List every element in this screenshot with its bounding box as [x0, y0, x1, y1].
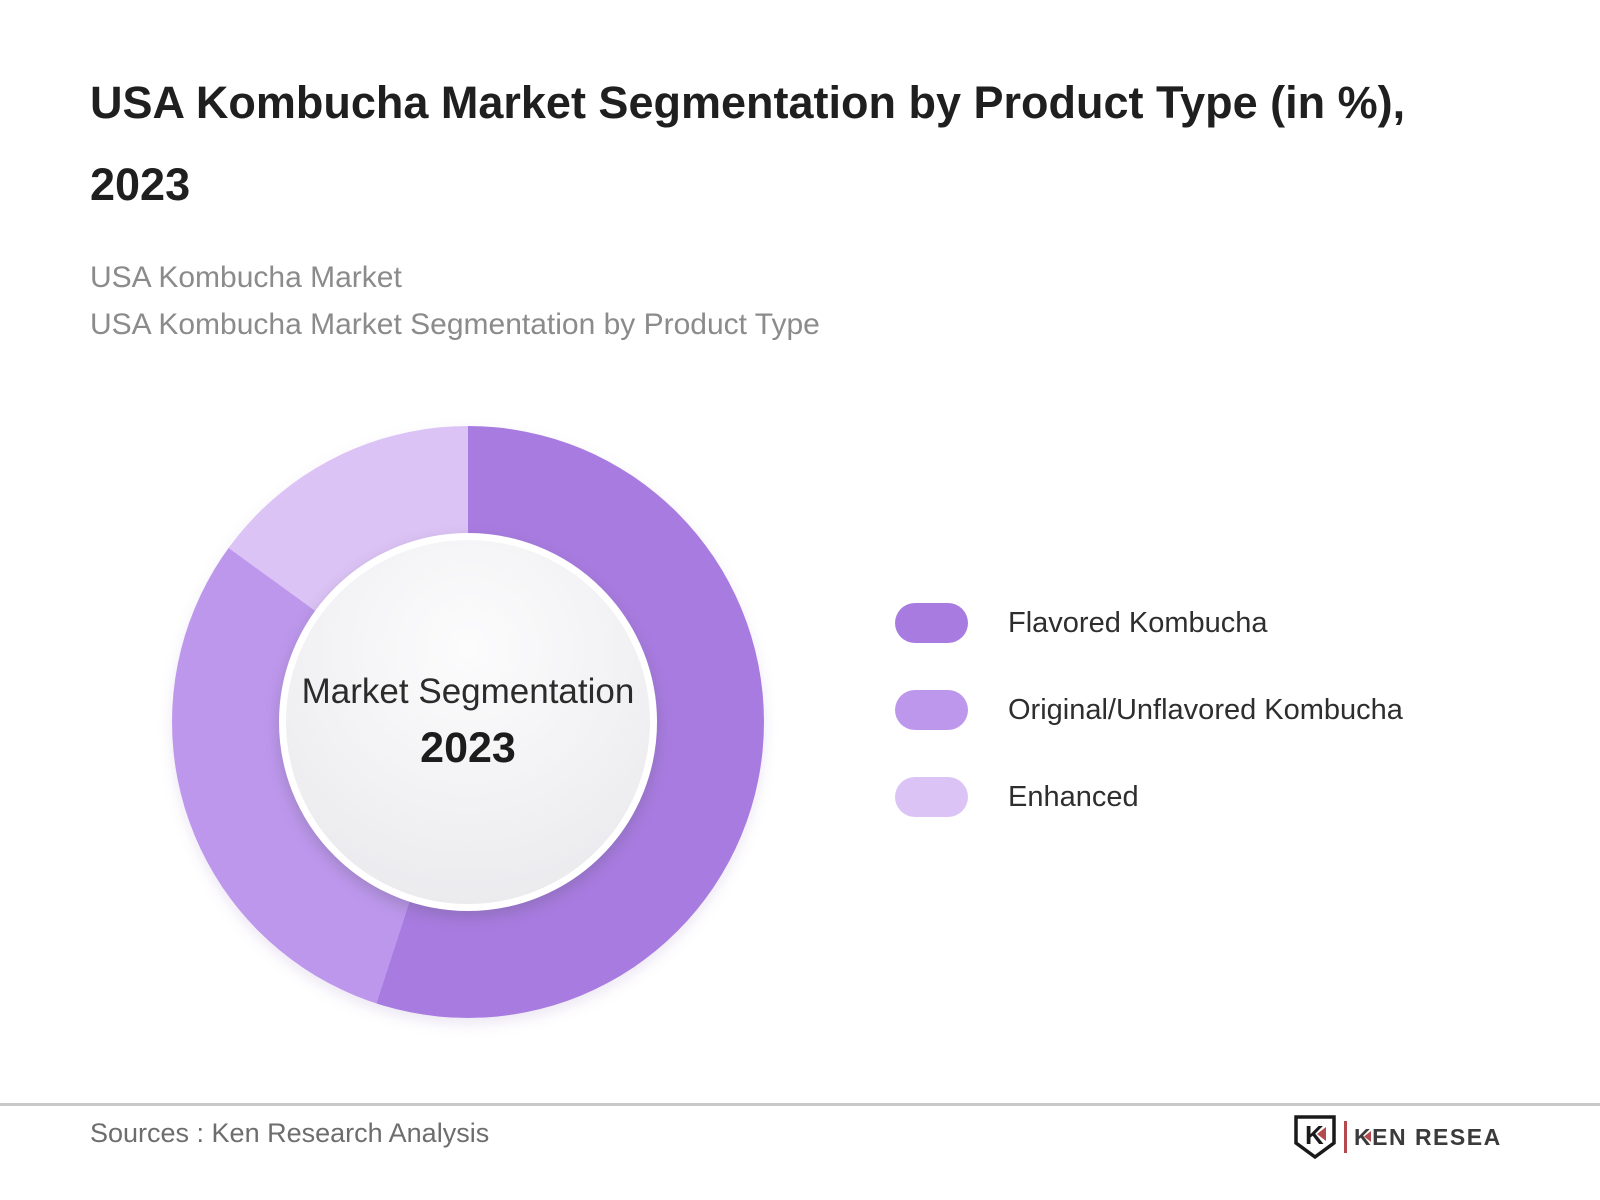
legend-label: Original/Unflavored Kombucha	[1008, 693, 1403, 726]
svg-text:K: K	[1305, 1120, 1324, 1150]
chart-subtitle: USA Kombucha Market USA Kombucha Market …	[90, 254, 1290, 348]
chart-legend: Flavored Kombucha Original/Unflavored Ko…	[895, 603, 1403, 864]
legend-item: Flavored Kombucha	[895, 603, 1403, 643]
shield-icon: K	[1294, 1115, 1336, 1160]
subtitle-line-2: USA Kombucha Market Segmentation by Prod…	[90, 308, 820, 341]
legend-swatch	[895, 777, 968, 817]
logo-divider	[1344, 1121, 1347, 1153]
legend-item: Enhanced	[895, 777, 1403, 817]
footer-divider	[0, 1103, 1600, 1106]
subtitle-line-1: USA Kombucha Market	[90, 261, 402, 294]
donut-center-title: Market Segmentation	[301, 671, 635, 711]
donut-center-year: 2023	[420, 723, 516, 772]
legend-swatch	[895, 603, 968, 643]
legend-swatch	[895, 690, 968, 730]
legend-label: Flavored Kombucha	[1008, 606, 1268, 639]
logo-k-accent	[1364, 1131, 1371, 1142]
logo-wordmark: KEN RESEARCH	[1354, 1124, 1500, 1150]
donut-chart: Market Segmentation 2023	[172, 426, 764, 1018]
page-title: USA Kombucha Market Segmentation by Prod…	[90, 77, 1406, 210]
source-note: Sources : Ken Research Analysis	[90, 1118, 490, 1148]
donut-center: Market Segmentation 2023	[279, 533, 657, 911]
ken-research-logo: K KEN RESEARCH	[1294, 1115, 1500, 1160]
legend-item: Original/Unflavored Kombucha	[895, 690, 1403, 730]
legend-label: Enhanced	[1008, 780, 1139, 813]
